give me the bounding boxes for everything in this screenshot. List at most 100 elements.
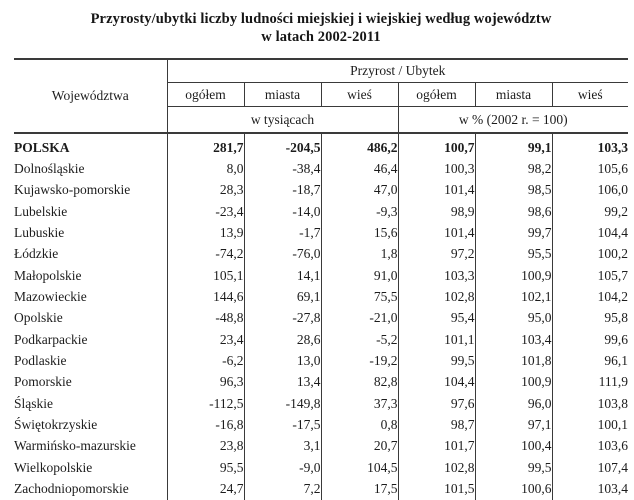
value-cell: 1,8 — [320, 243, 398, 266]
voivodeship-name-cell: Lubuskie — [14, 222, 168, 244]
value-cell: 0,8 — [320, 414, 398, 436]
value-cell: 104,5 — [320, 457, 398, 479]
value-cell: 104,4 — [397, 371, 475, 394]
voivodeship-name-cell: Kujawsko-pomorskie — [14, 179, 168, 202]
value-cell: 103,4 — [474, 329, 552, 351]
value-cell: 17,5 — [320, 478, 398, 500]
value-cell: 95,5 — [166, 457, 244, 479]
table-row: Podkarpackie 23,4 28,6 -5,2 101,1 103,4 99,6 — [14, 329, 629, 351]
value-cell: 95,8 — [551, 307, 629, 330]
value-cell: -18,7 — [243, 179, 321, 202]
table-row: Łódzkie -74,2 -76,0 1,8 97,2 95,5 100,2 — [14, 243, 629, 266]
value-cell: 103,8 — [551, 393, 629, 415]
value-cell: 96,3 — [166, 371, 244, 394]
voivodeship-name-cell: Opolskie — [14, 307, 168, 330]
value-cell: 8,0 — [166, 158, 244, 180]
value-cell: -27,8 — [243, 307, 321, 330]
value-cell: 82,8 — [320, 371, 398, 394]
table-row: Pomorskie 96,3 13,4 82,8 104,4 100,9 111,9 — [14, 371, 629, 394]
unit-header-percent: w % (2002 r. = 100) — [397, 106, 629, 134]
value-cell: 101,8 — [474, 350, 552, 372]
value-cell: 23,4 — [166, 329, 244, 351]
value-cell: 13,9 — [166, 222, 244, 244]
value-cell: 99,5 — [474, 457, 552, 479]
column-header-voivodeships: Województwa — [14, 59, 168, 134]
value-cell: -76,0 — [243, 243, 321, 266]
value-cell: 75,5 — [320, 286, 398, 308]
value-cell: -149,8 — [243, 393, 321, 415]
value-cell: -1,7 — [243, 222, 321, 244]
value-cell: -6,2 — [166, 350, 244, 372]
value-cell: 486,2 — [320, 133, 398, 159]
value-cell: 105,1 — [166, 265, 244, 287]
value-cell: -74,2 — [166, 243, 244, 266]
voivodeship-name-cell: Lubelskie — [14, 201, 168, 223]
voivodeship-name-cell: Podlaskie — [14, 350, 168, 372]
value-cell: 101,1 — [397, 329, 475, 351]
table-row: Podlaskie -6,2 13,0 -19,2 99,5 101,8 96,1 — [14, 350, 629, 372]
value-cell: 103,4 — [551, 478, 629, 500]
value-cell: 102,8 — [397, 286, 475, 308]
value-cell: 100,4 — [474, 435, 552, 458]
value-cell: 99,1 — [474, 133, 552, 159]
voivodeship-name-cell: Łódzkie — [14, 243, 168, 266]
value-cell: 47,0 — [320, 179, 398, 202]
value-cell: 281,7 — [166, 133, 244, 159]
value-cell: 13,0 — [243, 350, 321, 372]
page-title: Przyrosty/ubytki liczby ludności miejski… — [14, 0, 628, 46]
column-header-rural-thousands: wieś — [320, 82, 398, 107]
table-row: Lubuskie 13,9 -1,7 15,6 101,4 99,7 104,4 — [14, 222, 629, 244]
table-row: Małopolskie 105,1 14,1 91,0 103,3 100,9 105,7 — [14, 265, 629, 287]
value-cell: -23,4 — [166, 201, 244, 223]
value-cell: 37,3 — [320, 393, 398, 415]
value-cell: -21,0 — [320, 307, 398, 330]
value-cell: 15,6 — [320, 222, 398, 244]
value-cell: 99,7 — [474, 222, 552, 244]
value-cell: -112,5 — [166, 393, 244, 415]
value-cell: 96,1 — [551, 350, 629, 372]
value-cell: 28,3 — [166, 179, 244, 202]
table-row: Kujawsko-pomorskie 28,3 -18,7 47,0 101,4 98,5… — [14, 179, 629, 202]
value-cell: 104,2 — [551, 286, 629, 308]
value-cell: 13,4 — [243, 371, 321, 394]
value-cell: 95,5 — [474, 243, 552, 266]
value-cell: 99,5 — [397, 350, 475, 372]
value-cell: 14,1 — [243, 265, 321, 287]
voivodeship-name-cell: Mazowieckie — [14, 286, 168, 308]
value-cell: 23,8 — [166, 435, 244, 458]
voivodeship-name-cell: POLSKA — [14, 133, 168, 159]
value-cell: 102,1 — [474, 286, 552, 308]
column-header-urban-percent: miasta — [474, 82, 552, 107]
title-line-1: Przyrosty/ubytki liczby ludności miejski… — [90, 11, 552, 27]
column-header-urban-thousands: miasta — [243, 82, 321, 107]
value-cell: 144,6 — [166, 286, 244, 308]
value-cell: 105,7 — [551, 265, 629, 287]
value-cell: 98,2 — [474, 158, 552, 180]
value-cell: 7,2 — [243, 478, 321, 500]
value-cell: 98,6 — [474, 201, 552, 223]
value-cell: 28,6 — [243, 329, 321, 351]
value-cell: 99,2 — [551, 201, 629, 223]
table-row: Lubelskie -23,4 -14,0 -9,3 98,9 98,6 99,2 — [14, 201, 629, 223]
value-cell: 97,2 — [397, 243, 475, 266]
value-cell: 95,0 — [474, 307, 552, 330]
table-header: Województwa Przyrost / Ubytek ogółem mia… — [14, 59, 629, 134]
value-cell: 95,4 — [397, 307, 475, 330]
table-row: Śląskie -112,5 -149,8 37,3 97,6 96,0 103,8 — [14, 393, 629, 415]
table-row: Zachodniopomorskie 24,7 7,2 17,5 101,5 100,6 1… — [14, 478, 629, 500]
value-cell: 24,7 — [166, 478, 244, 500]
value-cell: 98,9 — [397, 201, 475, 223]
value-cell: -5,2 — [320, 329, 398, 351]
value-cell: -17,5 — [243, 414, 321, 436]
value-cell: -9,0 — [243, 457, 321, 479]
voivodeship-name-cell: Wielkopolskie — [14, 457, 168, 479]
voivodeship-population-table: Województwa Przyrost / Ubytek ogółem mia… — [14, 58, 629, 500]
column-header-total-percent: ogółem — [397, 82, 475, 107]
value-cell: 105,6 — [551, 158, 629, 180]
value-cell: 101,5 — [397, 478, 475, 500]
value-cell: 98,7 — [397, 414, 475, 436]
value-cell: 101,7 — [397, 435, 475, 458]
value-cell: 102,8 — [397, 457, 475, 479]
value-cell: -19,2 — [320, 350, 398, 372]
value-cell: 3,1 — [243, 435, 321, 458]
